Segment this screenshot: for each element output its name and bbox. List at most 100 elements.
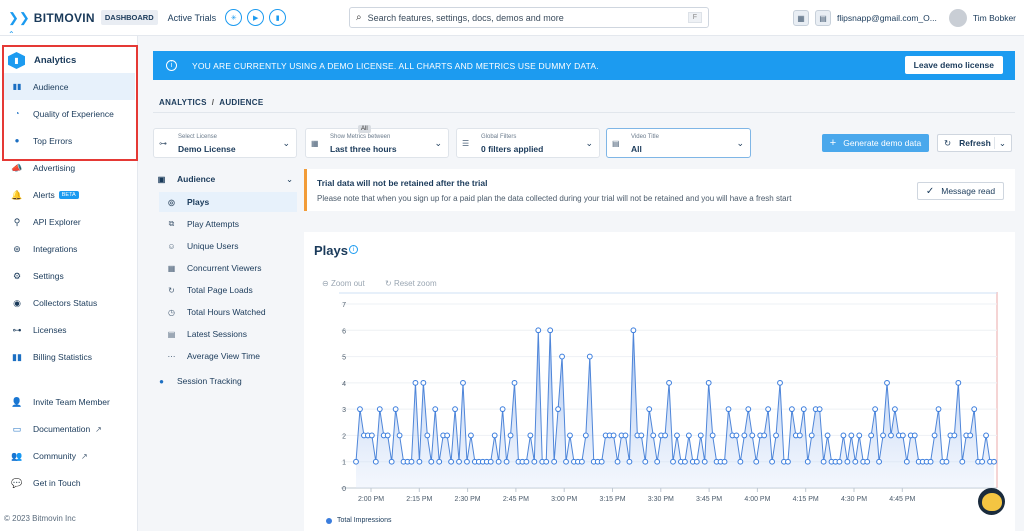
- brand-logo[interactable]: ❯❯ BITMOVIN DASHBOARD: [8, 10, 158, 26]
- sidebar-item-collectors-status[interactable]: ◉ Collectors Status: [0, 293, 137, 313]
- sidebar-item-get-in-touch[interactable]: 💬 Get in Touch: [0, 473, 137, 493]
- metric-item-latest-sessions[interactable]: ▤ Latest Sessions: [159, 324, 297, 344]
- search-input[interactable]: [367, 12, 668, 23]
- plug-icon: ⊛: [13, 243, 21, 254]
- sidebar-item-licenses[interactable]: ⊶ Licenses: [0, 320, 137, 340]
- metric-item-unique-users[interactable]: ☺ Unique Users: [159, 236, 297, 256]
- plays-chart[interactable]: 0 1 2 3 4 5 6 7 2:00 PM 2:15 PM 2:30 PM 2:45 PM 3:00…: [304, 292, 1015, 507]
- license-select[interactable]: ⊶ Select License Demo License ⌄: [153, 128, 297, 158]
- session-tracking-link[interactable]: ● Session Tracking: [156, 376, 242, 386]
- avatar[interactable]: [948, 9, 967, 27]
- data-point: [511, 379, 518, 386]
- session-tracking-label: Session Tracking: [177, 376, 242, 386]
- leave-demo-license-button[interactable]: Leave demo license: [904, 56, 1003, 74]
- chevron-up-icon[interactable]: ⌃: [8, 30, 15, 39]
- metric-group-audience[interactable]: ▣ Audience ⌄: [156, 174, 293, 185]
- data-point: [943, 458, 950, 465]
- time-range-select[interactable]: ▦ Show Metrics between Last three hours …: [305, 128, 449, 158]
- sidebar-item-label: Settings: [33, 271, 64, 281]
- video-title-select[interactable]: ▤ Video Title All ⌄: [606, 128, 751, 158]
- stats-trial-icon[interactable]: ▮: [269, 9, 287, 26]
- global-filters-value: 0 filters applied: [481, 144, 544, 154]
- data-point: [353, 458, 359, 465]
- metric-item-concurrent-viewers[interactable]: ▦ Concurrent Viewers: [159, 258, 297, 278]
- sidebar-item-documentation[interactable]: ▭ Documentation ↗: [0, 419, 137, 439]
- data-point: [983, 432, 989, 439]
- sidebar-item-api-explorer[interactable]: ⚲ API Explorer: [0, 212, 137, 232]
- data-point: [666, 379, 672, 386]
- user-email[interactable]: flipsnapp@gmail.com_O...: [837, 13, 937, 23]
- x-tick-label: 3:45 PM: [696, 496, 722, 503]
- sidebar-item-billing-statistics[interactable]: ▮▮ Billing Statistics: [0, 347, 137, 367]
- global-filters-select[interactable]: ☰ Global Filters 0 filters applied ⌄: [456, 128, 600, 158]
- user-name[interactable]: Tim Bobker: [972, 13, 1016, 23]
- chart-legend[interactable]: Total Impressions: [326, 517, 391, 524]
- sidebar-item-community[interactable]: 👥 Community ↗: [0, 446, 137, 466]
- building-icon[interactable]: ▤: [815, 10, 832, 26]
- license-select-label: Select License: [178, 134, 218, 140]
- notice-title: Trial data will not be retained after th…: [317, 178, 488, 188]
- player-trial-icon[interactable]: ▶: [247, 9, 265, 26]
- reset-zoom-button[interactable]: ↻ Reset zoom: [385, 279, 437, 288]
- data-point: [697, 432, 704, 439]
- refresh-label: Refresh: [959, 138, 991, 148]
- audience-icon: ▣: [157, 174, 166, 184]
- sidebar-item-integrations[interactable]: ⊛ Integrations: [0, 239, 137, 259]
- breadcrumb-separator: /: [211, 98, 215, 107]
- sidebar-item-invite-team-member[interactable]: 👤 Invite Team Member: [0, 392, 137, 412]
- license-icon: ⊶: [159, 139, 167, 148]
- search-shortcut-key: F: [687, 12, 702, 23]
- data-point: [856, 432, 863, 439]
- data-point: [416, 458, 423, 465]
- data-point: [876, 458, 882, 465]
- y-tick-label: 6: [342, 328, 346, 335]
- data-point: [737, 458, 744, 465]
- analytics-trial-icon[interactable]: ✳: [225, 9, 243, 26]
- search-box[interactable]: ⌕ F: [349, 7, 709, 28]
- sidebar-subitem-quality[interactable]: ◔ Quality of Experience: [4, 100, 135, 127]
- data-point: [864, 458, 871, 465]
- info-icon[interactable]: i: [349, 245, 358, 254]
- metric-item-label: Plays: [187, 197, 210, 207]
- sidebar-subitem-top-errors[interactable]: ● Top Errors: [4, 127, 135, 154]
- generate-demo-data-button[interactable]: + Generate demo data: [822, 134, 929, 152]
- sidebar-item-advertising[interactable]: 📣 Advertising: [0, 158, 137, 178]
- data-point: [468, 432, 474, 439]
- zoom-out-button[interactable]: ⊖ Zoom out: [322, 279, 365, 288]
- data-point: [931, 432, 938, 439]
- data-point: [420, 379, 427, 386]
- data-point: [844, 458, 851, 465]
- sidebar-item-label: Community: [33, 451, 76, 461]
- analytics-hex-icon: ▮: [8, 52, 25, 69]
- data-point: [733, 432, 740, 439]
- sidebar-item-alerts[interactable]: 🔔 Alerts BETA: [0, 185, 137, 205]
- data-point: [884, 379, 890, 386]
- org-switch-icon[interactable]: ▦: [793, 10, 810, 26]
- metric-item-label: Total Page Loads: [187, 285, 253, 295]
- external-link-icon: ↗: [80, 451, 88, 461]
- sidebar-item-settings[interactable]: ⚙ Settings: [0, 266, 137, 286]
- metric-item-average-view-time[interactable]: ⋯ Average View Time: [159, 346, 297, 366]
- bell-icon: 🔔: [11, 189, 23, 200]
- refresh-button[interactable]: ↻ Refresh ⌄: [937, 134, 1012, 152]
- metric-item-total-page-loads[interactable]: ↻ Total Page Loads: [159, 280, 297, 300]
- chevron-down-icon[interactable]: ⌄: [998, 137, 1006, 148]
- series-area: [356, 330, 994, 488]
- sidebar-item-analytics[interactable]: ▮ Analytics: [8, 52, 76, 69]
- chat-icon: 💬: [11, 477, 23, 488]
- sidebar-item-label: Licenses: [33, 325, 67, 335]
- data-point: [642, 458, 649, 465]
- message-read-button[interactable]: ✓ Message read: [917, 182, 1004, 200]
- sidebar-item-label: Billing Statistics: [33, 352, 93, 362]
- data-point: [674, 432, 680, 439]
- metric-item-play-attempts[interactable]: ⧉ Play Attempts: [159, 214, 297, 234]
- breadcrumb-root[interactable]: ANALYTICS: [159, 98, 207, 107]
- metric-item-plays[interactable]: ◎ Plays: [159, 192, 297, 212]
- calendar-icon: ▦: [311, 139, 319, 148]
- metric-item-total-hours-watched[interactable]: ◷ Total Hours Watched: [159, 302, 297, 322]
- x-tick-label: 2:15 PM: [406, 496, 432, 503]
- data-point: [789, 406, 795, 413]
- sidebar-item-label: Alerts: [33, 190, 55, 200]
- chat-assistant-icon[interactable]: [978, 488, 1005, 515]
- sidebar-subitem-audience[interactable]: ▮▮ Audience: [4, 73, 135, 100]
